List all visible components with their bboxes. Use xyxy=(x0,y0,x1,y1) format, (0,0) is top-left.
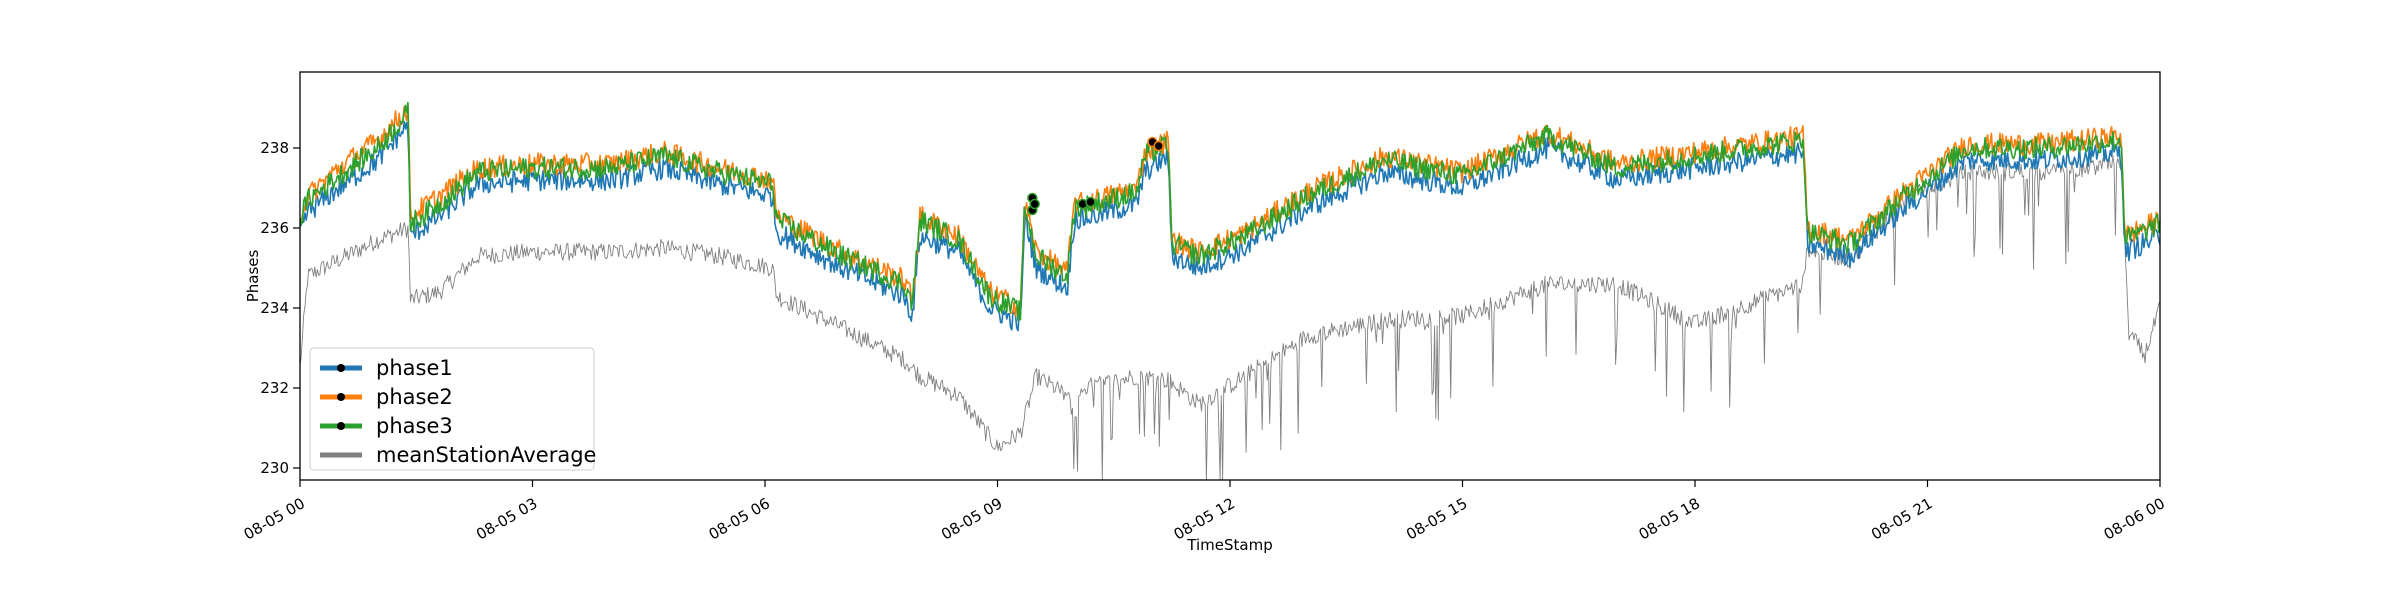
series-line-phase1 xyxy=(299,120,2161,332)
y-tick-label: 230 xyxy=(260,459,289,477)
y-tick-label: 238 xyxy=(260,139,289,157)
legend-marker-phase1 xyxy=(337,364,345,372)
y-tick-label: 236 xyxy=(260,219,289,237)
legend-label-meanStationAverage: meanStationAverage xyxy=(376,443,596,467)
legend-label-phase3: phase3 xyxy=(376,414,453,438)
plot-area xyxy=(299,101,2161,481)
x-axis-title: TimeStamp xyxy=(1186,536,1272,554)
y-axis: 230 232 234 236 238 xyxy=(260,139,300,477)
legend-label-phase1: phase1 xyxy=(376,356,453,380)
series-line-phase3 xyxy=(299,101,2161,322)
legend-box xyxy=(309,347,595,471)
data-marker xyxy=(1153,140,1164,152)
legend-marker-phase3 xyxy=(337,422,345,430)
y-tick-label: 234 xyxy=(260,299,289,317)
legend: phase1 phase2 phase3 meanStationAverage xyxy=(309,347,596,471)
series-line-meanStationAverage xyxy=(299,155,2161,481)
legend-marker-phase2 xyxy=(337,393,345,401)
legend-label-phase2: phase2 xyxy=(376,385,453,409)
y-tick-label: 232 xyxy=(260,379,289,397)
y-axis-title: Phases xyxy=(244,250,262,303)
data-marker xyxy=(1029,198,1040,210)
data-marker xyxy=(1085,196,1096,208)
